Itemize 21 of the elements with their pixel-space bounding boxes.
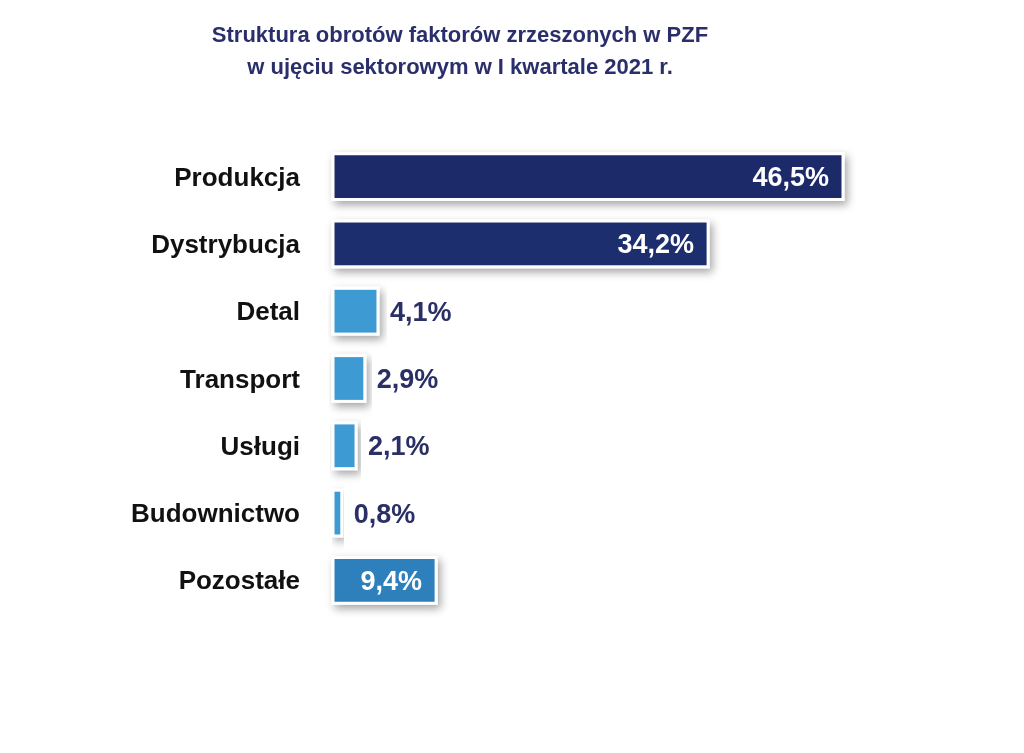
y-tick-label: Transport [180, 363, 301, 394]
data-label: 4,1% [389, 296, 452, 327]
chart-title: Struktura obrotów faktorów zrzeszonych w PZF w ujęciu sektorowym w I kwartale 2021 r. [211, 22, 709, 79]
bar [331, 152, 845, 201]
data-label: 2,1% [368, 431, 430, 462]
bar [331, 488, 344, 538]
data-label: 46,5% [752, 162, 829, 193]
bar [331, 286, 380, 336]
data-label: 2,9% [376, 363, 439, 394]
y-tick-label: Detal [236, 296, 300, 327]
y-tick-label: Dystrybucja [151, 229, 301, 260]
y-tick-label: Budownictwo [131, 498, 300, 529]
data-label: 9,4% [360, 565, 423, 596]
bar [331, 421, 358, 471]
y-tick-label: Usługi [220, 430, 300, 461]
data-label: 0,8% [353, 498, 416, 529]
bar [331, 354, 367, 403]
y-tick-label: Produkcja [174, 161, 301, 192]
y-tick-label: Pozostałe [178, 565, 300, 596]
bar [331, 219, 710, 269]
data-label: 34,2% [617, 229, 695, 260]
